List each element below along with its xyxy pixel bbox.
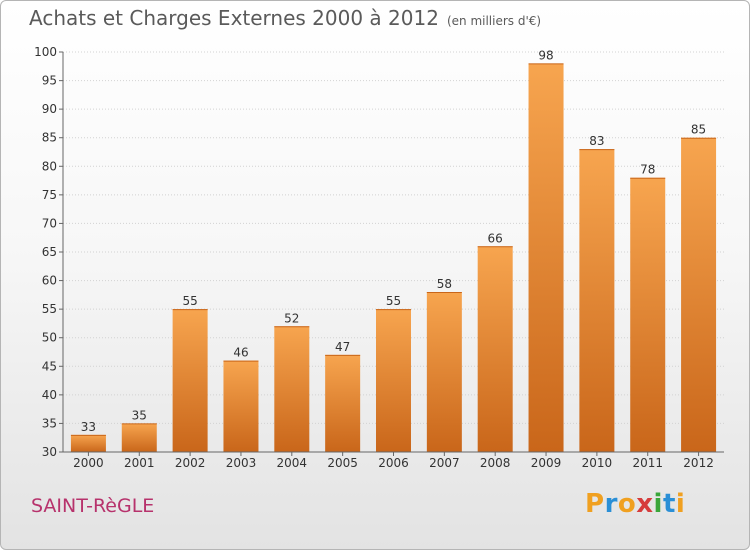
bar-2012	[681, 137, 717, 452]
bar-2011	[630, 177, 666, 452]
x-tick-label-2003: 2003	[226, 456, 257, 470]
y-tick-label-40: 40	[42, 388, 57, 402]
y-tick-label-100: 100	[34, 45, 57, 59]
y-tick-label-60: 60	[42, 274, 57, 288]
bar-2000	[70, 434, 106, 452]
y-tick-label-75: 75	[42, 188, 57, 202]
value-label-2007: 58	[437, 277, 452, 291]
bar-2001	[121, 423, 157, 452]
logo-letter: r	[604, 489, 618, 519]
value-label-2008: 66	[488, 231, 503, 245]
x-tick-label-2011: 2011	[632, 456, 663, 470]
y-tick-label-30: 30	[42, 445, 57, 459]
y-tick-label-95: 95	[42, 74, 57, 88]
axes	[59, 51, 724, 456]
y-tick-label-55: 55	[42, 302, 57, 316]
bar-2009	[528, 63, 564, 453]
bars	[70, 63, 717, 453]
y-tick-label-90: 90	[42, 102, 57, 116]
value-label-2000: 33	[81, 420, 96, 434]
proxiti-logo[interactable]: Proxiti	[585, 489, 685, 519]
value-label-2006: 55	[386, 294, 401, 308]
labels: 30 35 40 45 50 55 60 65 70 75 80 85 90 95 100 33 2000 35 2…	[34, 45, 714, 470]
value-label-2002: 55	[182, 294, 197, 308]
y-tick-label-65: 65	[42, 245, 57, 259]
bar-2003	[223, 360, 259, 452]
y-tick-label-50: 50	[42, 331, 57, 345]
bar-2008	[477, 246, 513, 452]
logo-letter: P	[585, 489, 605, 519]
x-tick-label-2004: 2004	[277, 456, 308, 470]
bar-2005	[325, 354, 361, 452]
logo-letter: o	[617, 489, 637, 519]
y-tick-label-80: 80	[42, 159, 57, 173]
logo-letter: i	[675, 489, 686, 519]
x-tick-label-2005: 2005	[327, 456, 358, 470]
value-label-2001: 35	[132, 408, 147, 422]
x-tick-label-2006: 2006	[378, 456, 409, 470]
y-tick-label-35: 35	[42, 416, 57, 430]
x-tick-label-2001: 2001	[124, 456, 155, 470]
x-tick-label-2007: 2007	[429, 456, 460, 470]
value-label-2011: 78	[640, 163, 655, 177]
x-tick-label-2009: 2009	[531, 456, 562, 470]
value-label-2012: 85	[691, 123, 706, 137]
value-label-2010: 83	[589, 134, 604, 148]
logo-letter: t	[662, 489, 676, 519]
city-name: SAINT-RèGLE	[31, 495, 155, 517]
bar-2006	[376, 309, 411, 452]
y-tick-label-45: 45	[42, 359, 57, 373]
chart-title: Achats et Charges Externes 2000 à 2012 (e…	[29, 6, 541, 30]
y-tick-label-85: 85	[42, 131, 57, 145]
bar-2010	[579, 149, 615, 452]
chart-subtitle: (en milliers d'€)	[446, 14, 542, 28]
value-label-2003: 46	[233, 346, 248, 360]
y-tick-label-70: 70	[42, 216, 57, 230]
x-tick-label-2002: 2002	[175, 456, 206, 470]
logo-letter: x	[636, 489, 654, 519]
x-tick-label-2010: 2010	[582, 456, 613, 470]
bar-2007	[426, 292, 462, 452]
x-tick-label-2008: 2008	[480, 456, 511, 470]
x-tick-label-2012: 2012	[683, 456, 714, 470]
bar-2004	[274, 326, 310, 452]
value-label-2004: 52	[284, 311, 299, 325]
bar-2002	[172, 309, 208, 452]
logo-letter: i	[653, 489, 663, 519]
value-label-2005: 47	[335, 340, 350, 354]
value-label-2009: 98	[538, 48, 553, 62]
x-tick-label-2000: 2000	[73, 456, 104, 470]
chart-title-text: Achats et Charges Externes 2000 à 2012	[29, 6, 439, 30]
